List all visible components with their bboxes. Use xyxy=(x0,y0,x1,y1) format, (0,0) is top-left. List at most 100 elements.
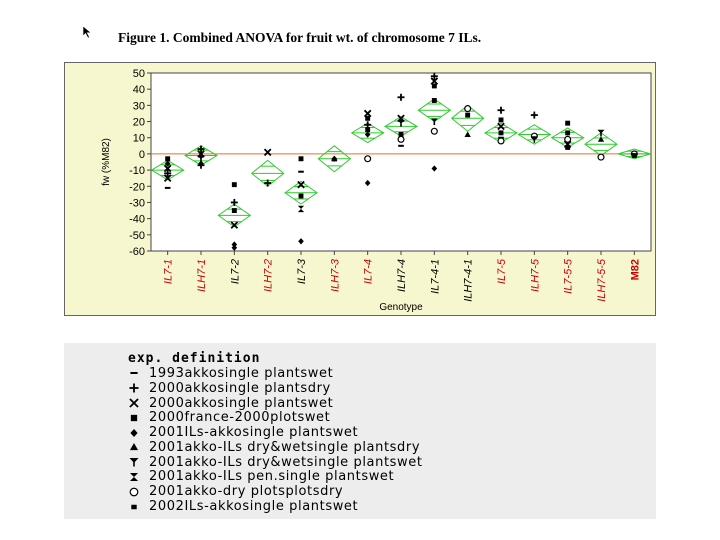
data-point xyxy=(364,155,372,163)
data-point xyxy=(197,161,205,169)
data-point xyxy=(498,117,504,123)
cross-marker-icon xyxy=(129,398,139,408)
legend-box: exp. definition 1993akkosingle plantswet… xyxy=(64,343,656,519)
data-point xyxy=(431,165,438,172)
x-tick-label: IL7-3 xyxy=(296,258,308,284)
legend-item-label: 1993akkosingle plantswet xyxy=(149,365,334,381)
data-point xyxy=(364,121,372,129)
data-point xyxy=(565,130,571,136)
legend-item: 2000france-2000plotswet xyxy=(128,410,423,425)
x-tick-label: IL7-1 xyxy=(163,259,175,284)
legend-item: 2002ILs-akkosingle plantswet xyxy=(128,499,423,514)
legend-item: 2000akkosingle plantswet xyxy=(128,396,423,411)
data-point xyxy=(464,105,472,113)
data-point xyxy=(464,131,471,137)
data-point xyxy=(397,135,405,143)
x-tick-label: IL7-4 xyxy=(363,259,375,284)
data-point xyxy=(364,131,371,138)
y-tick-label: 0 xyxy=(139,149,145,161)
data-point xyxy=(431,83,437,89)
x-tick-label: IL7-4-1 xyxy=(429,259,441,294)
mean-diamond xyxy=(450,104,485,132)
plus-marker-icon xyxy=(129,383,139,393)
triangle-marker-icon xyxy=(129,443,139,451)
dash-marker-icon xyxy=(130,372,138,375)
data-point xyxy=(231,182,237,188)
y-tick-label: -30 xyxy=(129,197,145,209)
data-point xyxy=(397,120,405,127)
mean-diamond xyxy=(250,159,285,187)
y-tick-label: -10 xyxy=(129,165,145,177)
data-point xyxy=(398,132,404,137)
y-tick-label: 10 xyxy=(133,133,145,145)
small-square-marker-icon xyxy=(131,504,137,509)
y-tick-label: 40 xyxy=(133,84,145,96)
x-tick-label: IL7-5-5 xyxy=(563,258,575,294)
data-point xyxy=(230,221,239,229)
data-point xyxy=(365,127,371,133)
mean-diamond xyxy=(350,122,385,144)
data-point xyxy=(497,137,505,145)
y-tick-label: -60 xyxy=(129,246,145,258)
legend-item: 2001akko-ILs dry&wetsingle plantsdry xyxy=(128,440,423,455)
data-point xyxy=(264,179,272,187)
chart-panel: -60 -50 -40 -30 -20 -10 0 10 20 30 40 50 fw (%M82) IL… xyxy=(64,62,656,316)
legend-item: 2000akkosingle plantsdry xyxy=(128,381,423,396)
x-tick-label: ILH7-2 xyxy=(263,259,275,292)
data-point xyxy=(297,180,305,189)
data-point xyxy=(163,174,172,182)
x-tick-label: IL7-2 xyxy=(229,259,241,284)
y-tick-label: 50 xyxy=(133,68,145,80)
circle-marker-icon xyxy=(129,487,139,497)
data-point xyxy=(331,155,338,162)
legend-item: 1993akkosingle plantswet xyxy=(128,366,423,381)
mouse-pointer-icon xyxy=(82,25,92,39)
data-point xyxy=(197,145,205,153)
data-point xyxy=(298,238,304,245)
legend-item-label: 2001akko-dry plotsplotsdry xyxy=(149,484,344,500)
y-tick-label: 30 xyxy=(133,100,145,112)
hourglass-marker-icon xyxy=(129,472,139,482)
square-marker-icon xyxy=(130,414,138,421)
y-shape-marker-icon xyxy=(129,458,139,467)
x-tick-label: IL7-5 xyxy=(496,258,508,284)
y-tick-label: 20 xyxy=(133,117,145,129)
legend-item-label: 2001akko-ILs dry&wetsingle plantsdry xyxy=(149,439,421,455)
data-point xyxy=(430,118,438,126)
data-point xyxy=(565,120,571,126)
data-point xyxy=(430,72,438,80)
data-point xyxy=(465,112,471,118)
data-point xyxy=(597,136,605,142)
data-point xyxy=(430,77,439,85)
data-point xyxy=(631,153,637,158)
data-point xyxy=(564,135,572,143)
x-tick-label: ILH7-5-5 xyxy=(596,258,608,302)
data-point xyxy=(363,109,372,118)
data-point xyxy=(263,148,272,157)
data-point xyxy=(530,111,538,119)
data-point xyxy=(164,169,172,177)
data-point xyxy=(497,106,505,114)
y-tick-label: -50 xyxy=(129,230,145,242)
mean-diamond xyxy=(417,98,452,123)
mean-diamond xyxy=(284,180,318,205)
data-point xyxy=(565,144,571,150)
data-point xyxy=(498,130,504,136)
data-point xyxy=(231,241,238,248)
legend-item: 2001akko-ILs pen.single plantswet xyxy=(128,469,423,484)
data-point xyxy=(597,129,605,137)
legend-item: 2001akko-dry plotsplotsdry xyxy=(128,484,423,499)
data-point xyxy=(165,156,171,162)
legend-item-label: 2000akkosingle plantsdry xyxy=(149,380,331,396)
data-point xyxy=(430,127,438,135)
legend-item-label: 2001akko-ILs dry&wetsingle plantswet xyxy=(149,454,423,470)
data-point xyxy=(231,208,237,213)
legend-item-label: 2000akkosingle plantswet xyxy=(149,395,334,411)
legend-item-label: 2001ILs-akkosingle plantswet xyxy=(149,425,359,441)
y-tick-label: -40 xyxy=(129,214,145,226)
data-point xyxy=(431,98,437,103)
data-point xyxy=(230,198,238,206)
data-point xyxy=(497,122,505,131)
data-point xyxy=(298,156,304,162)
legend-item-label: 2000france-2000plotswet xyxy=(149,410,331,426)
